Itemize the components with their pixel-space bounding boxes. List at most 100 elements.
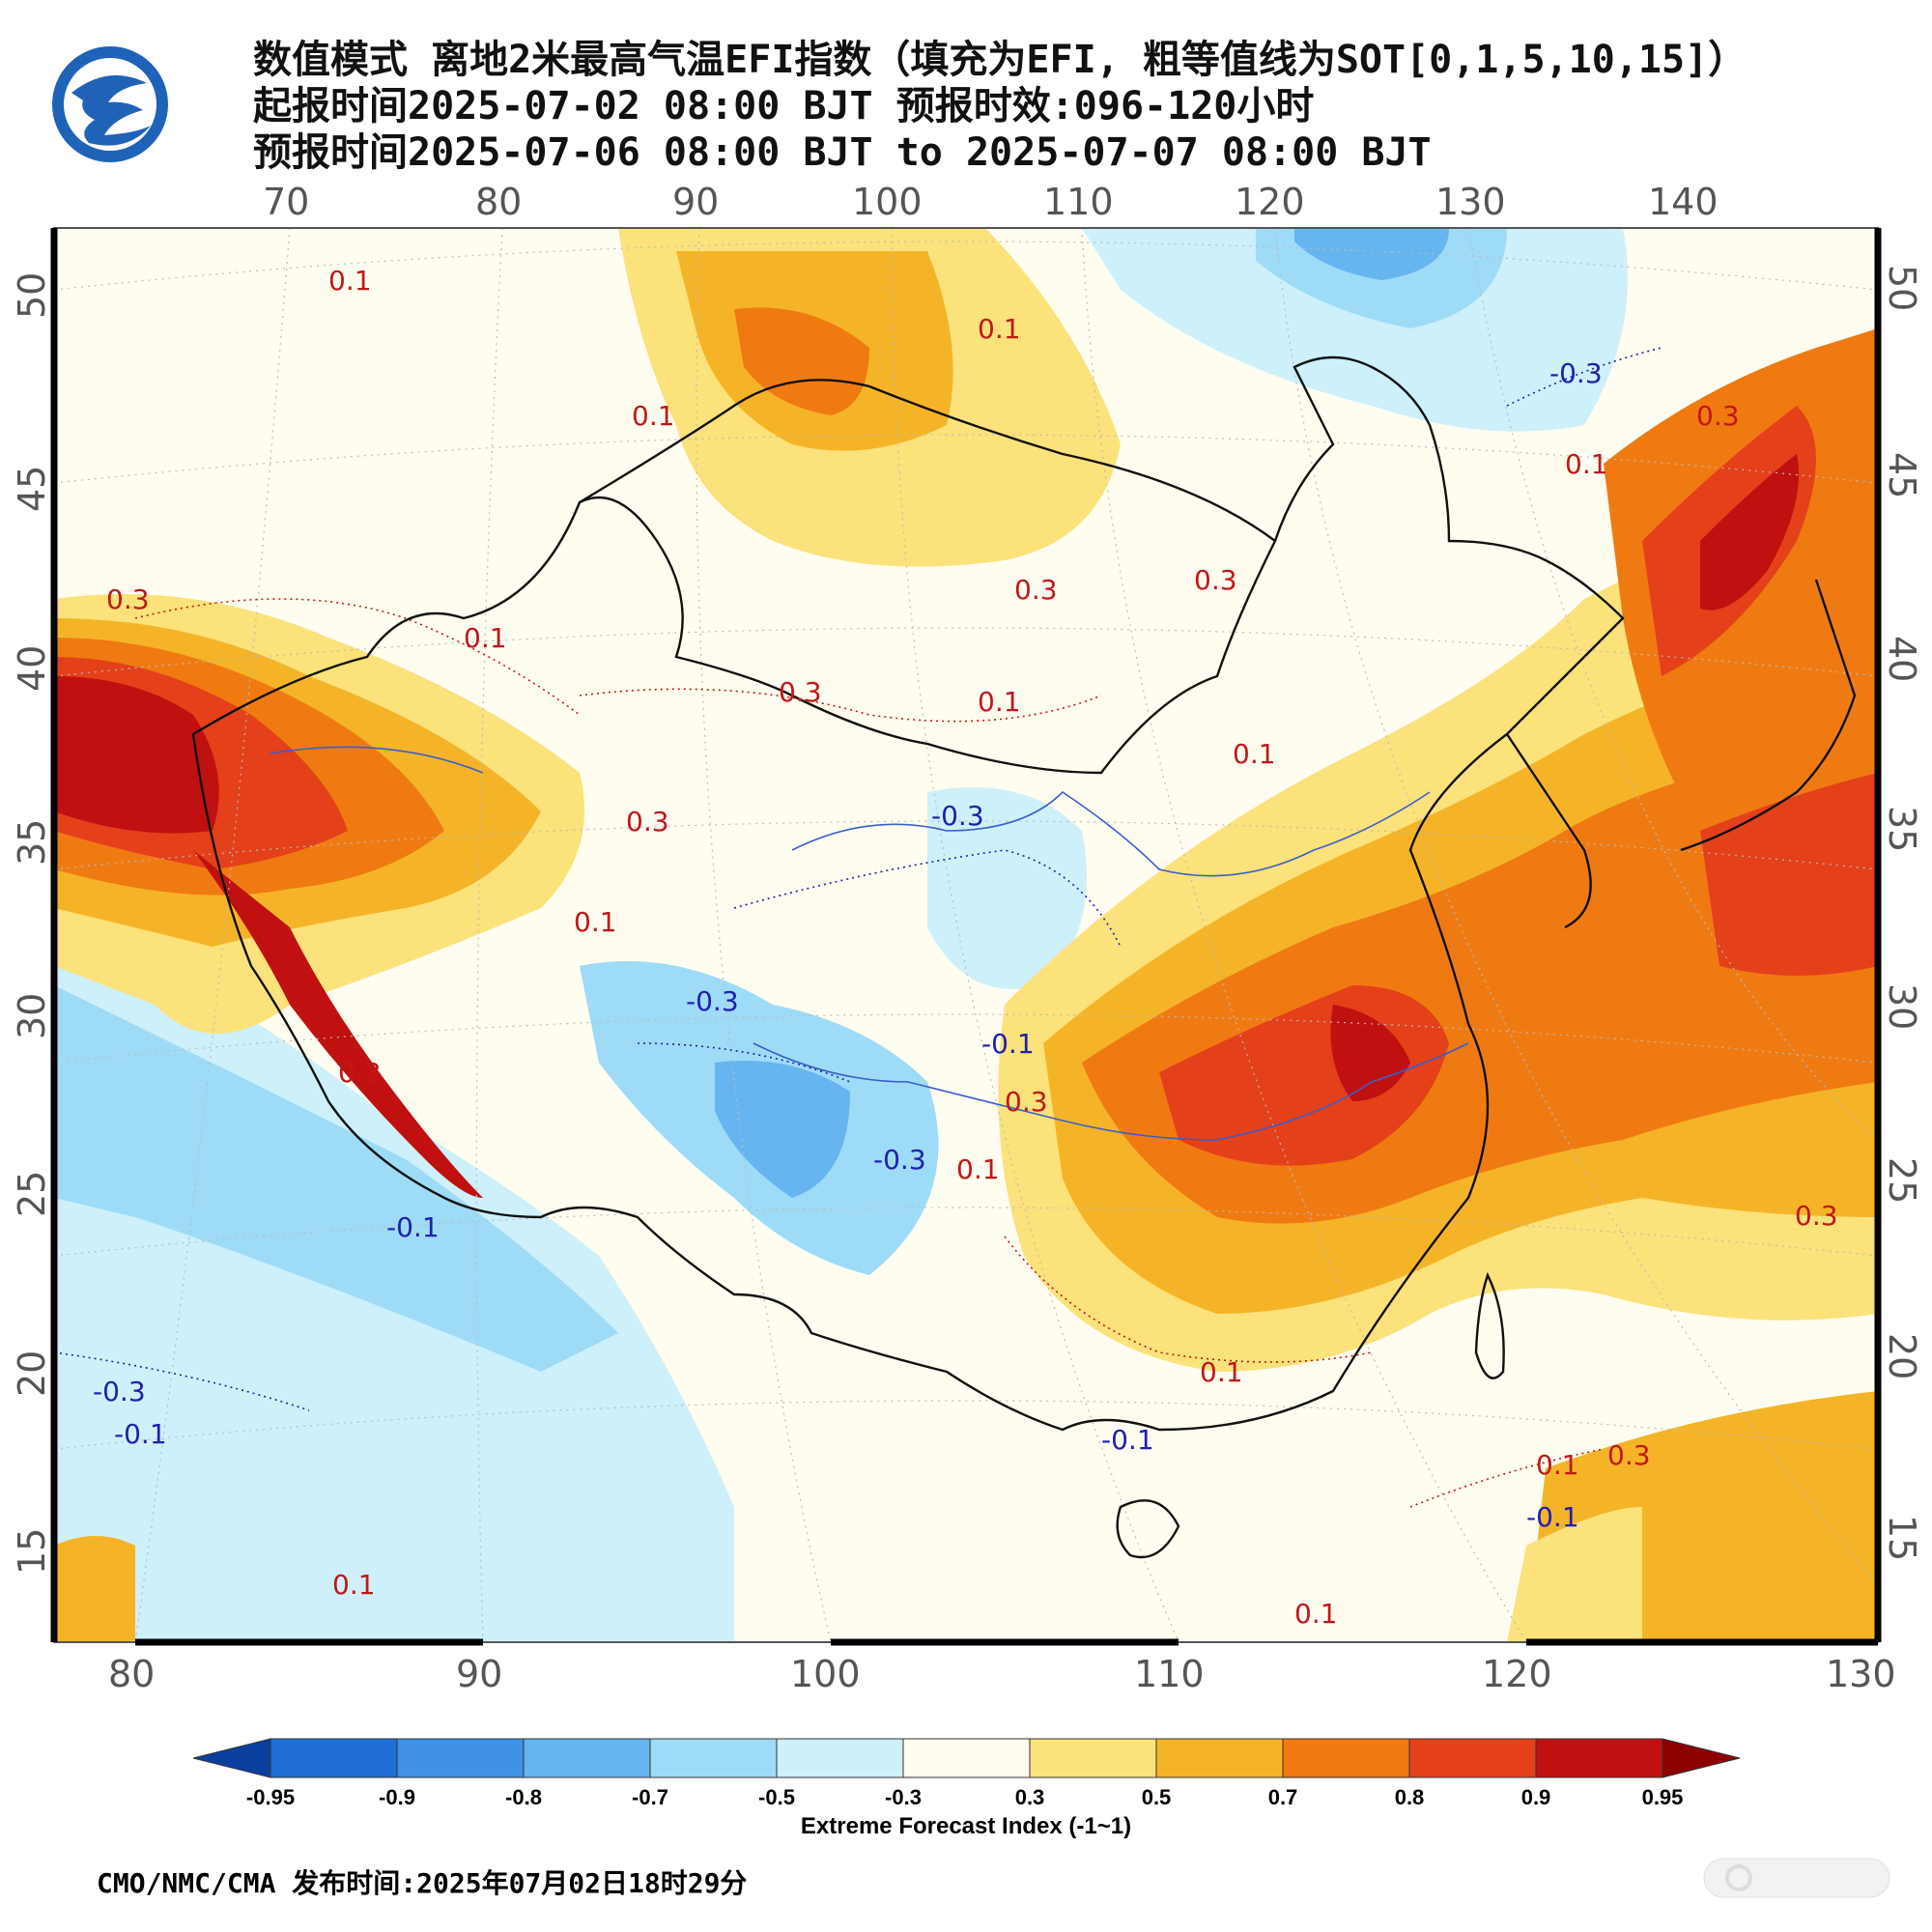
contour-label: 0.1 — [574, 906, 617, 938]
contour-label: 0.1 — [332, 1569, 376, 1601]
efi-neg-region-sw-deep — [54, 985, 618, 1372]
top-lon-tick: 140 — [1648, 181, 1719, 223]
left-lat-tick: 35 — [11, 819, 53, 866]
contour-label: 0.1 — [1200, 1356, 1243, 1388]
colorbar-label: 0.8 — [1395, 1785, 1425, 1809]
contour-label: -0.3 — [1549, 357, 1603, 389]
left-lat-tick: 40 — [11, 645, 53, 692]
colorbar-label: -0.8 — [505, 1785, 542, 1809]
contour-label: -0.3 — [931, 800, 984, 832]
colorbar-label: -0.9 — [379, 1785, 415, 1809]
footer-issue-time: CMO/NMC/CMA 发布时间:2025年07月02日18时29分 — [97, 1867, 748, 1899]
colorbar-cell — [1282, 1738, 1410, 1778]
left-lat-tick: 20 — [11, 1350, 53, 1397]
colorbar-cell — [523, 1738, 651, 1778]
left-lat-tick: 45 — [11, 466, 53, 512]
bottom-lon-tick: 100 — [790, 1653, 861, 1695]
contour-label: 0.3 — [1795, 1200, 1838, 1232]
top-lon-tick: 110 — [1043, 181, 1114, 223]
mongolia-border — [579, 379, 1276, 542]
efi-pos-region-east-extreme — [1330, 1005, 1410, 1101]
top-lon-tick: 130 — [1435, 181, 1506, 223]
contour-label: 0.3 — [1014, 574, 1058, 606]
rivers — [270, 746, 1469, 1141]
right-lat-tick: 50 — [1881, 265, 1923, 311]
bottom-lon-tick: 130 — [1826, 1653, 1896, 1695]
title-line-2: 起报时间2025-07-02 08:00 BJT 预报时效:096-120小时 — [253, 84, 1315, 128]
china-border — [191, 355, 1625, 1432]
title-block: 数值模式 离地2米最高气温EFI指数（填充为EFI, 粗等值线为SOT[0,1,… — [253, 37, 1747, 176]
contour-label: -0.3 — [686, 985, 739, 1017]
efi-neg-region-northeast-deep — [1294, 228, 1449, 280]
contour-label: 0.1 — [328, 265, 372, 297]
top-lon-ticks: 70 80 90 100 110 120 130 140 — [263, 181, 1719, 223]
bottom-lon-tick: 120 — [1482, 1653, 1552, 1695]
top-lon-tick: 120 — [1235, 181, 1305, 223]
contour-label: 0.3 — [626, 806, 669, 838]
efi-pos-region-india-south — [54, 1536, 135, 1642]
country-borders — [191, 355, 1857, 1559]
contour-label: -0.1 — [386, 1211, 440, 1243]
bottom-lon-tick: 110 — [1134, 1653, 1205, 1695]
colorbar-label: 0.7 — [1268, 1785, 1298, 1809]
colorbar-label: -0.7 — [632, 1785, 668, 1809]
colorbar-cell — [649, 1738, 778, 1778]
colorbar-label: 0.9 — [1521, 1785, 1551, 1809]
contour-label: -0.1 — [981, 1028, 1035, 1060]
top-lon-tick: 90 — [672, 181, 719, 223]
hainan-outline — [1116, 1499, 1180, 1559]
left-lat-ticks: 50 45 40 35 30 25 20 15 — [11, 272, 53, 1575]
cma-logo — [50, 44, 170, 164]
efi-neg-region-loess — [927, 787, 1087, 989]
contour-lines — [54, 347, 1662, 1508]
colorbar-cell — [1029, 1738, 1157, 1778]
japan-outline — [1680, 579, 1857, 852]
colorbar-arrow-left — [192, 1738, 271, 1778]
colorbar-label: -0.5 — [758, 1785, 795, 1809]
colorbar: -0.95 -0.9 -0.8 -0.7 -0.5 -0.3 0.3 0.5 0.7 0.8 0.9… — [192, 1738, 1741, 1839]
contour-label: 0.3 — [779, 676, 822, 708]
colorbar-cell — [902, 1738, 1031, 1778]
graticule — [54, 228, 1878, 1642]
colorbar-label: -0.3 — [885, 1785, 922, 1809]
right-lat-tick: 45 — [1881, 452, 1923, 498]
colorbar-cell — [270, 1738, 398, 1778]
yellow-river — [791, 790, 1431, 877]
right-lat-tick: 25 — [1881, 1157, 1923, 1204]
contour-label: -0.1 — [1526, 1501, 1579, 1533]
contour-label: 0.3 — [1005, 1086, 1048, 1118]
contour-labels: 0.1 0.1 0.1 0.3 0.3 -0.3 0.1 0.3 0.1 0.3… — [93, 265, 1838, 1630]
contour-label: 0.1 — [632, 400, 675, 432]
efi-pos-region-south-sea-light — [1507, 1507, 1642, 1642]
left-lat-tick: 30 — [11, 993, 53, 1039]
colorbar-label: 0.3 — [1015, 1785, 1045, 1809]
colorbar-cell — [776, 1738, 904, 1778]
efi-pos-region-west-extreme — [54, 676, 219, 834]
top-lon-tick: 80 — [475, 181, 522, 223]
top-lon-tick: 70 — [263, 181, 309, 223]
contour-label: 0.3 — [1696, 400, 1740, 432]
bottom-lon-ticks: 80 90 100 110 120 130 — [108, 1653, 1896, 1695]
left-lat-tick: 15 — [11, 1528, 53, 1575]
colorbar-label: 0.95 — [1642, 1785, 1684, 1809]
right-lat-tick: 30 — [1881, 983, 1923, 1030]
bottom-lon-tick: 80 — [108, 1653, 155, 1695]
colorbar-cell — [1155, 1738, 1284, 1778]
colorbar-cell — [1408, 1738, 1537, 1778]
colorbar-arrow-right — [1662, 1738, 1741, 1778]
contour-label: 0.1 — [1233, 738, 1276, 770]
bottom-lon-tick: 90 — [456, 1653, 502, 1695]
title-line-3: 预报时间2025-07-06 08:00 BJT to 2025-07-07 0… — [253, 130, 1432, 175]
right-lat-tick: 20 — [1881, 1333, 1923, 1379]
right-lat-tick: 35 — [1881, 806, 1923, 852]
contour-label: -0.1 — [114, 1418, 167, 1450]
contour-label: 0.1 — [956, 1153, 1000, 1185]
contour-label: 0.3 — [1607, 1439, 1651, 1471]
right-lat-tick: 15 — [1881, 1515, 1923, 1561]
contour-label: 0.1 — [1294, 1598, 1338, 1630]
left-lat-tick: 50 — [11, 272, 53, 319]
efi-pos-region-japan-core — [1700, 454, 1799, 611]
contour-label: 0.3 — [106, 583, 150, 615]
efi-neg-region-arabian — [54, 1217, 560, 1449]
korea-border — [1506, 733, 1592, 929]
